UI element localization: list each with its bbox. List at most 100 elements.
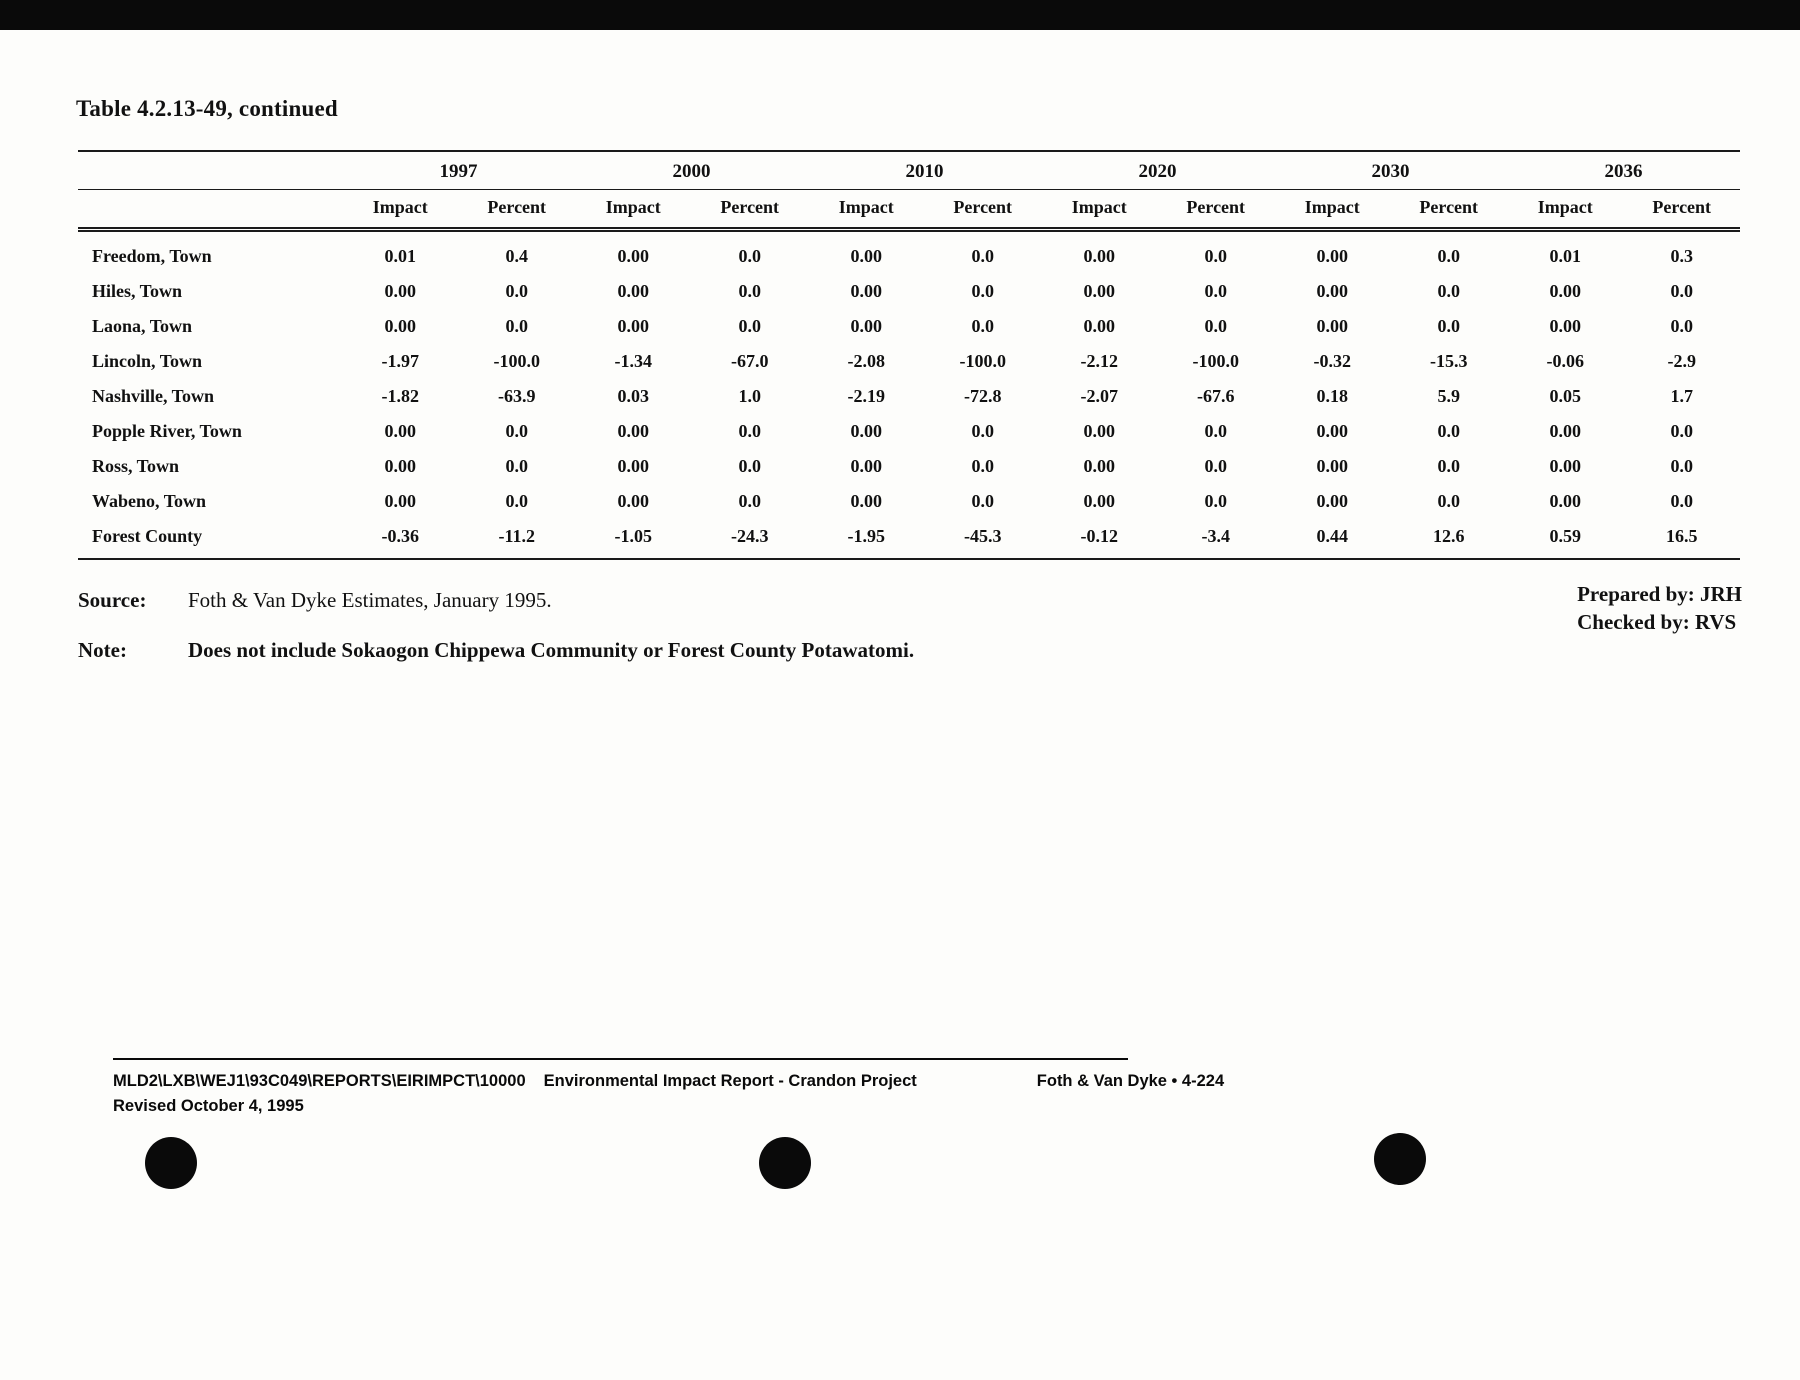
cell-value: 0.00 [1549,456,1582,476]
cell-value: 0.0 [1670,491,1694,511]
cell-value: -1.97 [381,351,420,371]
cell-value: 0.00 [850,316,883,336]
row-name: Ross, Town [92,456,180,476]
cell-value: -1.05 [575,519,692,560]
cell-value: 0.59 [1507,519,1624,560]
cell-value: 0.00 [1549,491,1582,511]
cell-value: 0.00 [850,421,883,441]
cell-value: -67.6 [1197,386,1235,406]
cell-value: -11.2 [458,519,575,560]
cell-value: 0.0 [1437,491,1461,511]
cell-value: 12.6 [1390,519,1507,560]
binder-hole-right [1374,1133,1426,1185]
cell-value: 0.00 [1083,281,1116,301]
footer-company-page: Foth & Van Dyke • 4-224 [1036,1072,1225,1090]
cell-value: 0.0 [1437,281,1461,301]
year-header-2000: 2000 [575,150,808,190]
row-name: Popple River, Town [92,421,242,441]
row-name: Hiles, Town [92,281,183,301]
cell-value: 0.03 [617,386,650,406]
checked-by: Checked by: RVS [1577,610,1737,635]
cell-value: -100.0 [1192,351,1240,371]
cell-value: 0.3 [1670,246,1694,266]
cell-value: -1.34 [614,351,653,371]
table-body: Freedom, Town 0.01 0.4 0.00 0.0 0.00 0.0 0.00 0.… [78,230,1740,560]
cell-value: 0.0 [1204,421,1228,441]
binder-hole-left [145,1137,197,1189]
cell-value: 0.00 [1549,281,1582,301]
note-text: Does not include Sokaogon Chippewa Commu… [188,638,915,662]
footer: MLD2\LXB\WEJ1\93C049\REPORTS\EIRIMPCT\10… [113,1072,1613,1116]
table-row: Wabeno, Town 0.00 0.0 0.00 0.0 0.00 0.0 0.00 0.0… [78,484,1740,519]
cell-value: 0.00 [1549,316,1582,336]
table-row: Laona, Town 0.00 0.0 0.00 0.0 0.00 0.0 0.00 0.0 0… [78,309,1740,344]
cell-value: 0.00 [384,456,417,476]
subheader-impact-2010: Impact [808,189,925,232]
table-row: Forest County -0.36 -11.2 -1.05 -24.3 -1.95 -4… [78,519,1740,560]
year-header-1997: 1997 [342,150,575,190]
cell-value: 0.0 [1204,281,1228,301]
cell-value: 0.18 [1316,386,1349,406]
cell-value: 1.0 [738,386,762,406]
cell-value: -45.3 [924,519,1041,560]
cell-value: 0.0 [1204,316,1228,336]
subheader-impact-2020: Impact [1041,189,1158,232]
cell-value: 0.05 [1549,386,1582,406]
cell-value: 0.00 [1316,491,1349,511]
cell-value: 0.00 [1549,421,1582,441]
cell-value: 0.00 [1316,421,1349,441]
cell-value: 0.0 [738,421,762,441]
cell-value: -100.0 [959,351,1007,371]
cell-value: 0.0 [971,491,995,511]
cell-value: 0.00 [617,456,650,476]
cell-value: 0.0 [1437,456,1461,476]
cell-value: 0.0 [1670,456,1694,476]
cell-value: -72.8 [964,386,1002,406]
table-row: Nashville, Town -1.82 -63.9 0.03 1.0 -2.19 -72… [78,379,1740,414]
subheader-row: Impact Percent Impact Percent Impact Percent I… [78,189,1740,232]
cell-value: -1.95 [808,519,925,560]
cell-value: 0.0 [505,421,529,441]
cell-value: 0.00 [617,316,650,336]
cell-value: 0.0 [1670,316,1694,336]
cell-value: -2.12 [1080,351,1119,371]
cell-value: -2.08 [847,351,886,371]
cell-value: 0.00 [384,491,417,511]
cell-value: 0.0 [1437,421,1461,441]
cell-value: 0.00 [384,421,417,441]
cell-value: 0.44 [1274,519,1391,560]
footer-rule [113,1058,1128,1060]
cell-value: 0.0 [1204,456,1228,476]
cell-value: -0.06 [1546,351,1585,371]
cell-value: 0.0 [971,456,995,476]
row-name: Laona, Town [92,316,193,336]
subheader-impact-2000: Impact [575,189,692,232]
cell-value: -15.3 [1430,351,1468,371]
table-row: Popple River, Town 0.00 0.0 0.00 0.0 0.00 0.0 0… [78,414,1740,449]
cell-value: 0.0 [971,421,995,441]
prepared-checked-block: Prepared by: JRH Checked by: RVS [1577,580,1742,637]
cell-value: -0.12 [1041,519,1158,560]
cell-value: 0.00 [1083,316,1116,336]
impact-table-container: 1997 2000 2010 2020 2030 2036 Impact Percent Im… [78,150,1740,560]
subheader-percent-2020: Percent [1157,189,1274,232]
cell-value: 5.9 [1437,386,1461,406]
year-header-2010: 2010 [808,150,1041,190]
row-name: Forest County [78,519,342,560]
cell-value: -63.9 [498,386,536,406]
corner-cell [78,150,342,190]
table-row: Freedom, Town 0.01 0.4 0.00 0.0 0.00 0.0 0.00 0.… [78,230,1740,275]
subheader-impact-2030: Impact [1274,189,1391,232]
cell-value: 0.01 [1549,246,1582,266]
table-row: Ross, Town 0.00 0.0 0.00 0.0 0.00 0.0 0.00 0.0 0.… [78,449,1740,484]
year-header-row: 1997 2000 2010 2020 2030 2036 [78,150,1740,190]
cell-value: 0.00 [617,281,650,301]
cell-value: 0.00 [1083,246,1116,266]
corner-cell-2 [78,189,342,232]
cell-value: 0.00 [617,491,650,511]
cell-value: 0.00 [1316,456,1349,476]
cell-value: 0.00 [850,246,883,266]
cell-value: 0.0 [505,456,529,476]
source-text: Foth & Van Dyke Estimates, January 1995. [188,588,552,612]
